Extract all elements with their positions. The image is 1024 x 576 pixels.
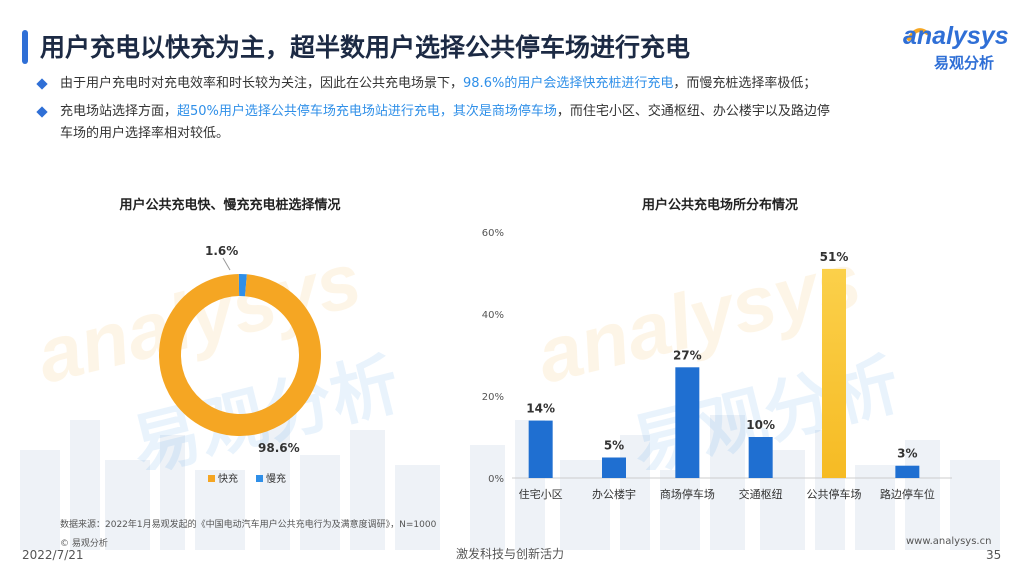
bullet-1-text: 由于用户充电时对充电效率和时长较为关注，因此在公共充电场景下， xyxy=(60,76,464,91)
legend-label-快充: 快充 xyxy=(218,472,238,485)
slogan: 激发科技与创新活力 xyxy=(456,547,565,561)
bullet-2-tail: ，而住宅小区、交通枢纽、办公楼宇以及路边停 xyxy=(556,104,830,119)
logo-subtitle: 易观分析 xyxy=(934,54,995,72)
y-tick-label: 60% xyxy=(482,228,504,239)
bar-chart: 0% 20% 40% 60% 14% 住宅小区 5% 办公楼宇 27% 商场停车场 10% 交通枢纽 5… xyxy=(482,228,952,501)
skyline-background xyxy=(20,410,1000,550)
donut-chart: 1.6% 98.6% 快充 慢充 xyxy=(159,244,321,485)
donut-label-slow: 1.6% xyxy=(205,244,238,258)
donut-slice-快充 xyxy=(159,274,321,436)
donut-label-fast: 98.6% xyxy=(258,441,300,455)
y-tick-label: 40% xyxy=(482,310,504,321)
page-number: 35 xyxy=(986,548,1002,562)
logo-text: analysys xyxy=(903,22,1009,50)
x-category-label: 住宅小区 xyxy=(519,487,563,501)
bar-chart-title: 用户公共充电场所分布情况 xyxy=(641,198,798,213)
y-tick-label: 20% xyxy=(482,392,504,403)
bullet-diamond-icon xyxy=(36,106,48,118)
donut-chart-title: 用户公共充电快、慢充充电桩选择情况 xyxy=(119,198,341,213)
bullet-2-line2: 车场的用户选择率相对较低。 xyxy=(60,126,230,141)
bar-value-label: 5% xyxy=(604,439,624,453)
legend-label-慢充: 慢充 xyxy=(266,472,286,485)
website: www.analysys.cn xyxy=(906,536,992,547)
bullet-2-highlight: 超50%用户选择公共停车场充电场站进行充电，其次是商场停车场 xyxy=(177,104,557,119)
bar-商场停车场 xyxy=(675,367,700,478)
bar-公共停车场 xyxy=(822,268,846,478)
x-category-label: 公共停车场 xyxy=(807,487,862,501)
title-accent-bar xyxy=(22,30,28,64)
page-title: 用户充电以快充为主，超半数用户选择公共停车场进行充电 xyxy=(40,33,691,62)
data-source-note: 数据来源：2022年1月易观发起的《中国电动汽车用户公共充电行为及满意度调研》，… xyxy=(60,520,437,530)
bullet-1-tail: ，而慢充桩选择率极低； xyxy=(673,76,817,91)
bar-交通枢纽 xyxy=(748,437,773,478)
legend-swatch-快充 xyxy=(208,475,215,482)
date: 2022/7/21 xyxy=(22,548,84,562)
bullet-2: 充电场站选择方面，超50%用户选择公共停车场充电场站进行充电，其次是商场停车场，… xyxy=(36,101,1000,145)
x-category-label: 交通枢纽 xyxy=(739,487,783,501)
bullet-2-text: 充电场站选择方面， xyxy=(60,104,178,119)
x-category-label: 商场停车场 xyxy=(660,487,715,501)
x-category-label: 路边停车位 xyxy=(880,487,935,501)
bullet-diamond-icon xyxy=(36,78,48,90)
copyright: © 易观分析 xyxy=(60,539,108,549)
y-tick-label: 0% xyxy=(488,474,504,485)
x-category-label: 办公楼宇 xyxy=(592,487,636,501)
bar-value-label: 51% xyxy=(820,250,849,264)
legend-swatch-慢充 xyxy=(256,475,263,482)
bar-住宅小区 xyxy=(528,420,553,478)
donut-leader-line xyxy=(222,257,231,271)
bar-value-label: 27% xyxy=(673,348,702,362)
analysys-logo-icon xyxy=(907,28,929,41)
bar-路边停车位 xyxy=(895,465,920,478)
bullet-1: 由于用户充电时对充电效率和时长较为关注，因此在公共充电场景下，98.6%的用户会… xyxy=(36,73,1000,95)
bar-value-label: 3% xyxy=(897,447,917,461)
bullet-1-highlight: 98.6%的用户会选择快充桩进行充电 xyxy=(463,76,674,91)
bar-办公楼宇 xyxy=(602,457,626,478)
bar-value-label: 14% xyxy=(526,402,555,416)
bar-value-label: 10% xyxy=(746,418,775,432)
